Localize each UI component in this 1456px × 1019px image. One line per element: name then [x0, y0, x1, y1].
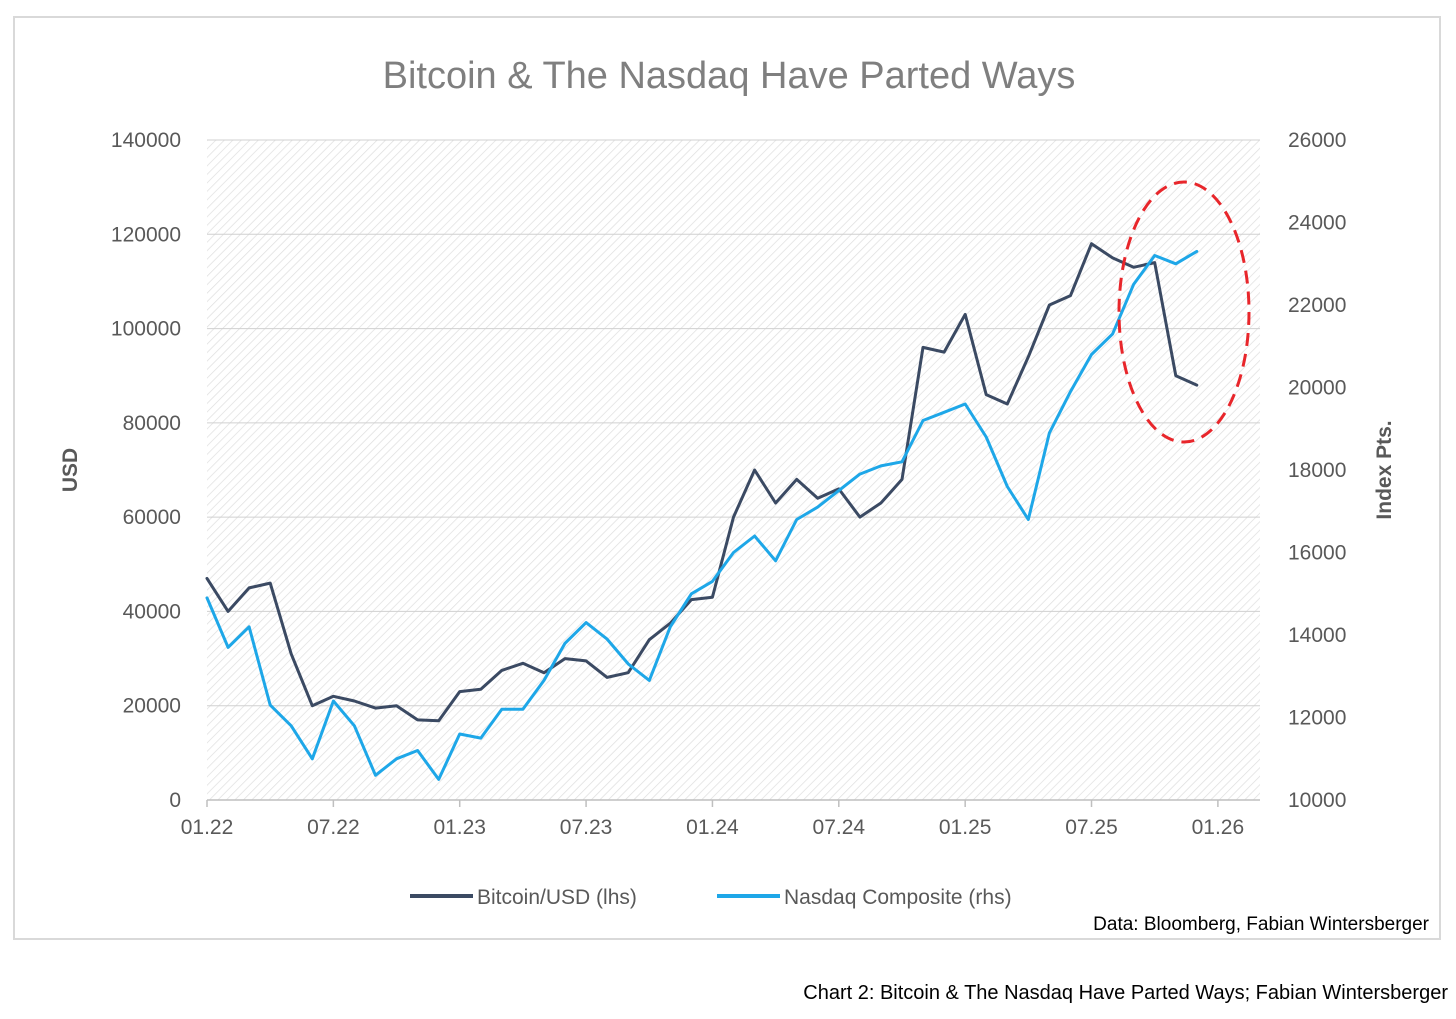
x-tick-label: 01.26 — [1192, 816, 1245, 839]
y-right-tick-label: 22000 — [1288, 294, 1346, 317]
chart-svg: Bitcoin & The Nasdaq Have Parted Ways 01… — [59, 55, 1430, 935]
y-left-tick-label: 20000 — [123, 695, 181, 718]
y-left-tick-label: 0 — [169, 789, 181, 812]
chart-frame: Bitcoin & The Nasdaq Have Parted Ways 01… — [13, 16, 1441, 940]
y-right-tick-label: 14000 — [1288, 624, 1346, 647]
y-right-tick-label: 24000 — [1288, 212, 1346, 235]
legend-label-bitcoin: Bitcoin/USD (lhs) — [477, 886, 637, 909]
x-tick-label: 01.24 — [686, 816, 739, 839]
x-tick-label: 07.25 — [1065, 816, 1118, 839]
y-left-tick-label: 40000 — [123, 600, 181, 623]
y-left-tick-label: 120000 — [111, 223, 181, 246]
y-right-tick-label: 16000 — [1288, 542, 1346, 565]
x-tick-label: 07.23 — [560, 816, 613, 839]
series-line-nasdaq — [205, 249, 1199, 781]
x-tick-label: 07.24 — [813, 816, 866, 839]
chart-title: Bitcoin & The Nasdaq Have Parted Ways — [383, 55, 1076, 97]
y-left-tick-label: 140000 — [111, 129, 181, 152]
source-note: Data: Bloomberg, Fabian Wintersberger — [1093, 914, 1429, 935]
y-right-tick-label: 12000 — [1288, 707, 1346, 730]
figure-caption: Chart 2: Bitcoin & The Nasdaq Have Parte… — [803, 982, 1448, 1004]
y-right-tick-label: 10000 — [1288, 789, 1346, 812]
y-left-tick-label: 100000 — [111, 318, 181, 341]
y-axis-right: 10000 12000 14000 16000 18000 20000 22000 24000… — [1288, 129, 1346, 812]
plot-area — [207, 140, 1260, 800]
series-line-bitcoin — [205, 242, 1199, 723]
legend: Bitcoin/USD (lhs) Nasdaq Composite (rhs) — [410, 886, 1012, 909]
y-axis-left-title: USD — [59, 448, 82, 492]
y-left-tick-label: 80000 — [123, 412, 181, 435]
x-tick-label: 01.23 — [433, 816, 486, 839]
y-right-tick-label: 26000 — [1288, 129, 1346, 152]
x-tick-label: 01.25 — [939, 816, 992, 839]
highlight-ellipse — [1117, 180, 1251, 444]
x-axis: 01.22 07.22 01.23 07.23 01.24 07.24 01.25 07.25… — [181, 799, 1260, 839]
y-axis-right-title: Index Pts. — [1373, 420, 1396, 519]
legend-label-nasdaq: Nasdaq Composite (rhs) — [784, 886, 1012, 909]
series-group — [205, 242, 1199, 781]
y-axis-left: 0 20000 40000 60000 80000 100000 120000 140000 — [111, 129, 181, 812]
y-right-tick-label: 18000 — [1288, 459, 1346, 482]
y-right-tick-label: 20000 — [1288, 377, 1346, 400]
x-tick-label: 07.22 — [307, 816, 360, 839]
x-tick-label: 01.22 — [181, 816, 234, 839]
y-left-tick-label: 60000 — [123, 506, 181, 529]
